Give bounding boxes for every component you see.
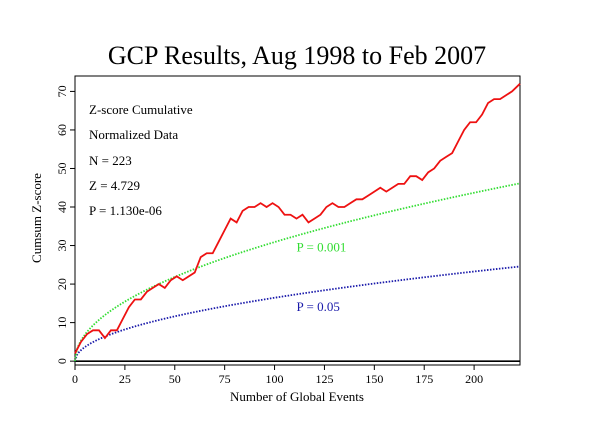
x-tick-label: 125 (315, 372, 333, 386)
annotation-line: Z-score Cumulative (89, 102, 193, 117)
stats-annotation: Z-score Cumulative Normalized Data N = 2… (89, 102, 193, 218)
x-tick-label: 150 (365, 372, 383, 386)
y-tick-label: 60 (55, 124, 69, 136)
x-tick-label: 75 (219, 372, 231, 386)
x-tick-label: 25 (119, 372, 131, 386)
x-tick-label: 50 (169, 372, 181, 386)
y-tick-label: 30 (55, 240, 69, 252)
x-axis-label: Number of Global Events (230, 389, 364, 404)
x-tick-label: 175 (415, 372, 433, 386)
p0001-curve (74, 182, 521, 362)
y-tick-label: 0 (55, 358, 69, 364)
annotation-line: Normalized Data (89, 127, 178, 142)
annotation-line: Z = 4.729 (89, 178, 140, 193)
annotation-line: N = 223 (89, 153, 132, 168)
p005-curve (74, 265, 521, 362)
cumulative-zscore-line (74, 83, 521, 354)
annotation-line: P = 1.130e-06 (89, 203, 162, 218)
y-axis: 0 10 20 30 40 50 60 70 (55, 85, 75, 364)
x-tick-label: 100 (266, 372, 284, 386)
p005-label: P = 0.05 (297, 299, 340, 314)
y-tick-label: 50 (55, 162, 69, 174)
chart-title: GCP Results, Aug 1998 to Feb 2007 (108, 41, 486, 70)
y-tick-label: 20 (55, 278, 69, 290)
p0001-label: P = 0.001 (297, 239, 347, 254)
x-tick-label: 200 (465, 372, 483, 386)
y-tick-label: 40 (55, 201, 69, 213)
y-tick-label: 70 (55, 85, 69, 97)
plot-frame (74, 75, 521, 366)
y-tick-label: 10 (55, 317, 69, 329)
x-axis: 0 25 50 75 100 125 150 175 200 (72, 365, 483, 386)
x-tick-label: 0 (72, 372, 78, 386)
y-axis-label: Cumsum Z-score (29, 173, 44, 263)
